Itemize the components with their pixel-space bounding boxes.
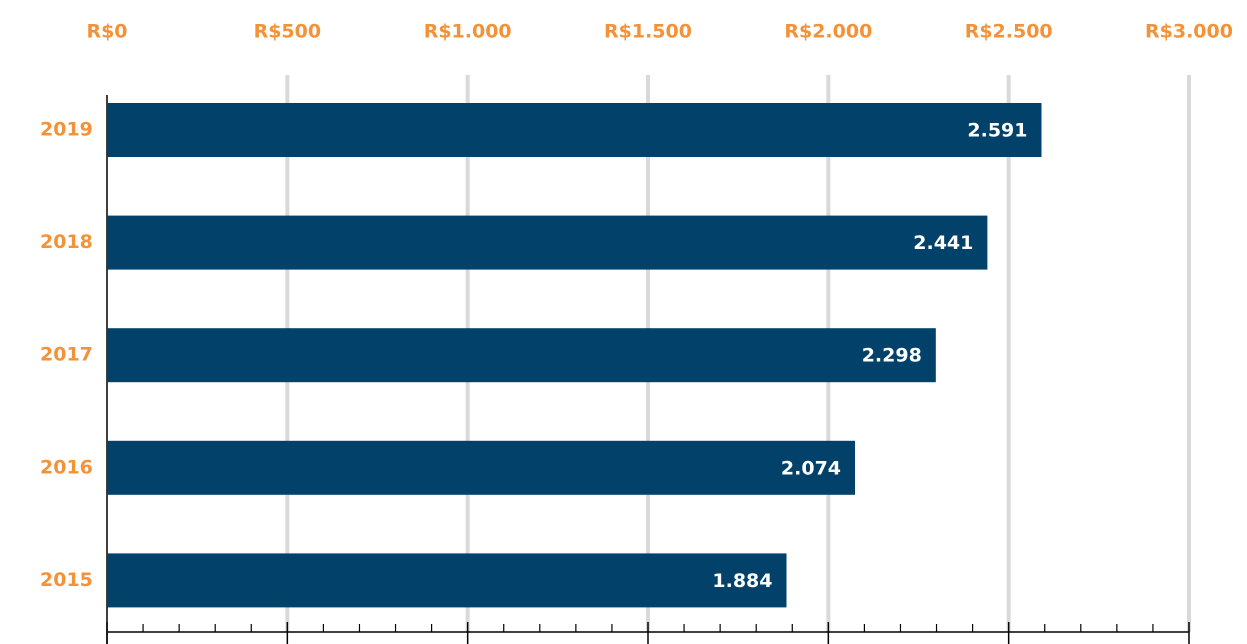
data-label: 2.074	[781, 457, 841, 479]
x-tick-label: R$1.000	[424, 21, 512, 43]
data-label: 2.298	[862, 345, 922, 367]
x-tick-label: R$2.000	[784, 21, 872, 43]
x-tick-label: R$1.500	[604, 21, 692, 43]
y-tick-label: 2017	[40, 344, 93, 366]
data-label: 2.441	[913, 232, 973, 254]
x-tick-label: R$0	[86, 21, 127, 43]
y-tick-label: 2016	[40, 456, 93, 478]
data-label: 1.884	[712, 570, 772, 592]
x-tick-label: R$3.000	[1145, 21, 1233, 43]
x-tick-label: R$500	[254, 21, 322, 43]
bar	[107, 103, 1042, 157]
bar	[107, 440, 856, 495]
y-tick-label: 2018	[40, 231, 93, 253]
data-label: 2.591	[967, 120, 1027, 142]
bar	[107, 215, 988, 270]
x-tick-label: R$2.500	[965, 21, 1053, 43]
y-tick-label: 2015	[40, 569, 93, 591]
y-tick-label: 2019	[40, 119, 93, 141]
bar	[107, 328, 936, 383]
bar	[107, 553, 787, 608]
